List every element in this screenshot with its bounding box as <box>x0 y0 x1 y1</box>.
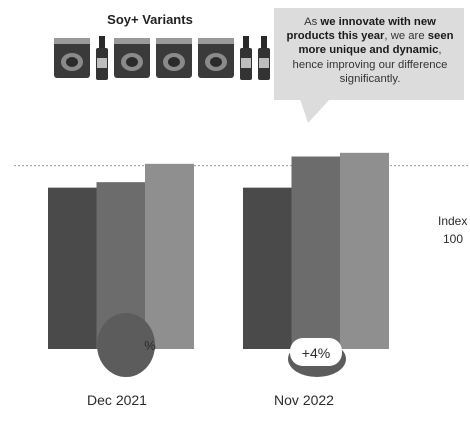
product-pouch-image <box>54 38 90 78</box>
growth-badge-circle <box>97 313 155 377</box>
product-pouch-image <box>114 38 150 78</box>
bar <box>340 152 389 349</box>
growth-badge-label: +4% <box>302 345 330 361</box>
index-value-label: 100 <box>443 232 463 246</box>
callout-plain-text: As <box>304 16 321 28</box>
bar <box>243 187 292 349</box>
bar <box>291 156 341 349</box>
bar <box>48 187 97 349</box>
callout-plain-text: , we are <box>384 30 428 43</box>
callout-text: As we innovate with new products this ye… <box>284 15 456 86</box>
callout-plain-text: , hence improving our difference signifi… <box>292 44 448 85</box>
growth-badge-background <box>290 338 342 366</box>
callout-bold-text: seen more unique and dynamic <box>298 30 454 57</box>
bar <box>145 163 194 349</box>
callout-tail <box>300 99 330 123</box>
growth-badge-label: % <box>144 338 156 353</box>
product-images <box>54 36 270 80</box>
x-tick-label: Dec 2021 <box>87 392 147 408</box>
product-bottle-image <box>258 36 270 80</box>
x-tick-label: Nov 2022 <box>274 392 334 408</box>
callout-box <box>274 8 464 100</box>
callout-bold-text: we innovate with new products this year <box>286 16 436 43</box>
index-label: Index <box>438 214 467 228</box>
product-pouch-image <box>156 38 192 78</box>
page-title: Soy+ Variants <box>107 12 193 27</box>
product-pouch-image <box>198 38 234 78</box>
product-bottle-image <box>240 36 252 80</box>
product-bottle-image <box>96 36 108 80</box>
